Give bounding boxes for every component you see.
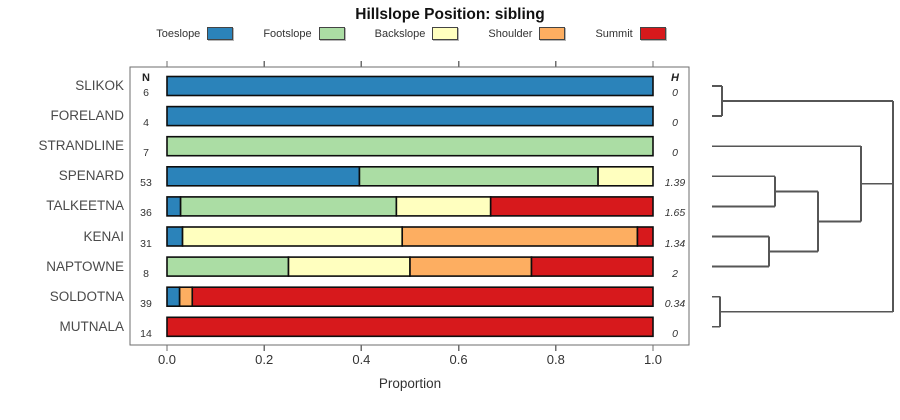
n-value-talkeetna: 36 [140, 207, 152, 220]
legend-swatch-shoulder [539, 27, 566, 40]
bar-segment-kenai-toeslope [166, 226, 184, 247]
h-value-kenai: 1.34 [664, 237, 686, 250]
bar-segment-naptowne-footslope [166, 256, 290, 277]
bar-segment-strandline-footslope [166, 135, 654, 157]
h-value-foreland: 0 [672, 117, 678, 130]
row-label-naptowne: NAPTOWNE [46, 258, 124, 274]
legend-swatch-toeslope [207, 27, 234, 40]
legend-label: Summit [595, 27, 633, 40]
row-label-spenard: SPENARD [58, 168, 124, 184]
n-value-strandline: 7 [143, 147, 149, 160]
bar-segment-spenard-toeslope [166, 166, 361, 187]
h-value-slikok: 0 [672, 87, 678, 99]
n-value-spenard: 53 [140, 177, 152, 190]
legend-swatch-backslope [432, 27, 459, 40]
bar-segment-naptowne-backslope [287, 256, 411, 277]
legend-item-summit: Summit [595, 27, 666, 40]
x-tick-label: 0.8 [546, 352, 565, 367]
row-label-talkeetna: TALKEETNA [46, 198, 124, 214]
n-value-naptowne: 8 [143, 267, 149, 280]
legend-label: Shoulder [488, 27, 533, 40]
n-value-mutnala: 14 [140, 327, 152, 340]
bar-segment-naptowne-summit [530, 256, 654, 277]
legend-label: Footslope [263, 27, 312, 40]
legend-item-toeslope: Toeslope [156, 27, 234, 40]
h-value-talkeetna: 1.65 [664, 207, 686, 220]
n-value-soldotna: 39 [140, 297, 152, 310]
bar-segment-spenard-backslope [597, 166, 654, 187]
bar-segment-kenai-backslope [181, 226, 404, 247]
h-value-naptowne: 2 [672, 267, 678, 280]
chart-title: Hillslope Position: sibling [355, 6, 545, 23]
bar-segment-mutnala-summit [166, 316, 654, 338]
legend-item-shoulder: Shoulder [488, 27, 566, 40]
bar-segment-kenai-shoulder [401, 226, 639, 247]
bar-segment-spenard-footslope [358, 166, 599, 187]
x-tick-label: 0.0 [157, 352, 177, 367]
bar-segment-foreland-toeslope [166, 105, 654, 127]
bar-segment-kenai-summit [636, 226, 654, 247]
bar-segment-soldotna-summit [191, 286, 654, 308]
legend: Toeslope Footslope Backslope Shoulder Summit [0, 27, 900, 40]
bar-segment-soldotna-toeslope [166, 286, 181, 308]
n-value-kenai: 31 [140, 237, 152, 250]
bar-segment-talkeetna-backslope [395, 196, 492, 217]
h-value-soldotna: 0.34 [664, 297, 686, 310]
row-label-slikok: SLIKOK [75, 78, 124, 93]
bar-segment-soldotna-shoulder [178, 286, 194, 308]
n-value-foreland: 4 [143, 117, 149, 130]
bar-segment-naptowne-shoulder [409, 256, 533, 277]
bar-segment-talkeetna-footslope [179, 196, 398, 217]
row-label-kenai: KENAI [83, 228, 124, 244]
bar-segment-talkeetna-toeslope [166, 196, 182, 217]
h-value-spenard: 1.39 [664, 177, 686, 190]
n-column-header: N [142, 72, 150, 84]
legend-item-backslope: Backslope [375, 27, 459, 40]
legend-label: Toeslope [156, 27, 201, 40]
x-axis-title: Proportion [378, 376, 442, 391]
x-tick-label: 1.0 [643, 352, 663, 367]
bar-segment-talkeetna-summit [489, 196, 654, 217]
legend-swatch-summit [639, 27, 666, 40]
row-label-foreland: FORELAND [50, 108, 124, 124]
panel-border [129, 66, 690, 346]
legend-label: Backslope [374, 27, 426, 40]
h-value-strandline: 0 [672, 147, 678, 160]
h-column-header: H [671, 72, 679, 84]
x-tick-label: 0.6 [449, 352, 468, 367]
legend-item-footslope: Footslope [263, 27, 345, 40]
x-tick-label: 0.2 [255, 352, 274, 367]
row-label-soldotna: SOLDOTNA [49, 288, 124, 304]
bar-segment-slikok-toeslope [166, 75, 654, 97]
legend-swatch-footslope [318, 27, 345, 40]
x-tick-label: 0.4 [352, 352, 371, 367]
row-label-strandline: STRANDLINE [38, 138, 124, 154]
n-value-slikok: 6 [143, 87, 149, 99]
row-label-mutnala: MUTNALA [59, 318, 124, 334]
h-value-mutnala: 0 [672, 327, 678, 340]
